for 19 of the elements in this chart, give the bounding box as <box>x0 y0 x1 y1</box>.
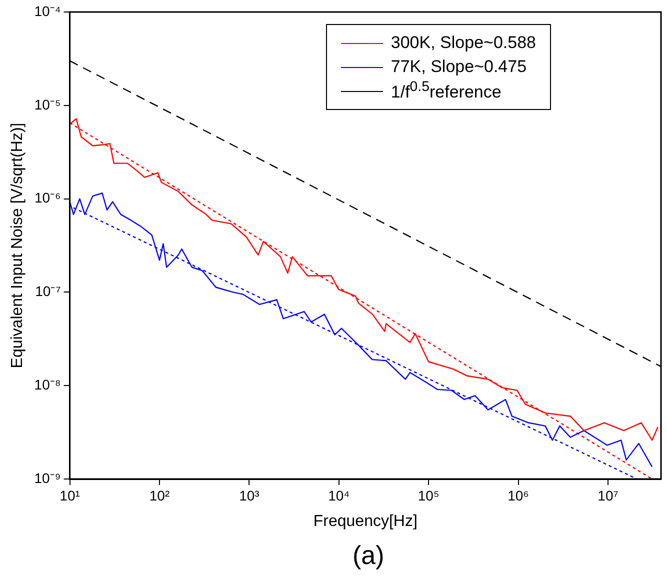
y-tick-label: 10⁻⁶ <box>34 190 61 206</box>
legend-label: 77K, Slope~0.475 <box>390 57 527 77</box>
x-tick-label: 10⁴ <box>328 487 350 504</box>
x-tick-label: 10¹ <box>60 487 80 504</box>
x-tick-label: 10² <box>149 487 170 504</box>
legend-label: 300K, Slope~0.588 <box>390 33 536 53</box>
x-axis-title: Frequency[Hz] <box>313 512 418 530</box>
x-tick-label: 10³ <box>239 487 260 504</box>
x-tick-label: 10⁷ <box>598 487 618 504</box>
y-tick-label: 10⁻⁷ <box>35 283 61 300</box>
x-tick-label: 10⁶ <box>508 487 529 504</box>
text: (a) <box>352 539 386 572</box>
y-tick-label: 10⁻⁹ <box>34 470 61 486</box>
x-tick-label: 10⁵ <box>418 487 440 504</box>
y-tick-label: 10⁻⁵ <box>34 96 61 112</box>
legend-label: 1/f$^{0.5}$reference <box>390 79 502 103</box>
y-tick-label: 10⁻⁸ <box>34 376 61 392</box>
y-axis-title: Equivalent Input Noise [V/sqrt(Hz)] <box>9 122 26 368</box>
y-tick-label: 10⁻⁴ <box>34 2 61 19</box>
